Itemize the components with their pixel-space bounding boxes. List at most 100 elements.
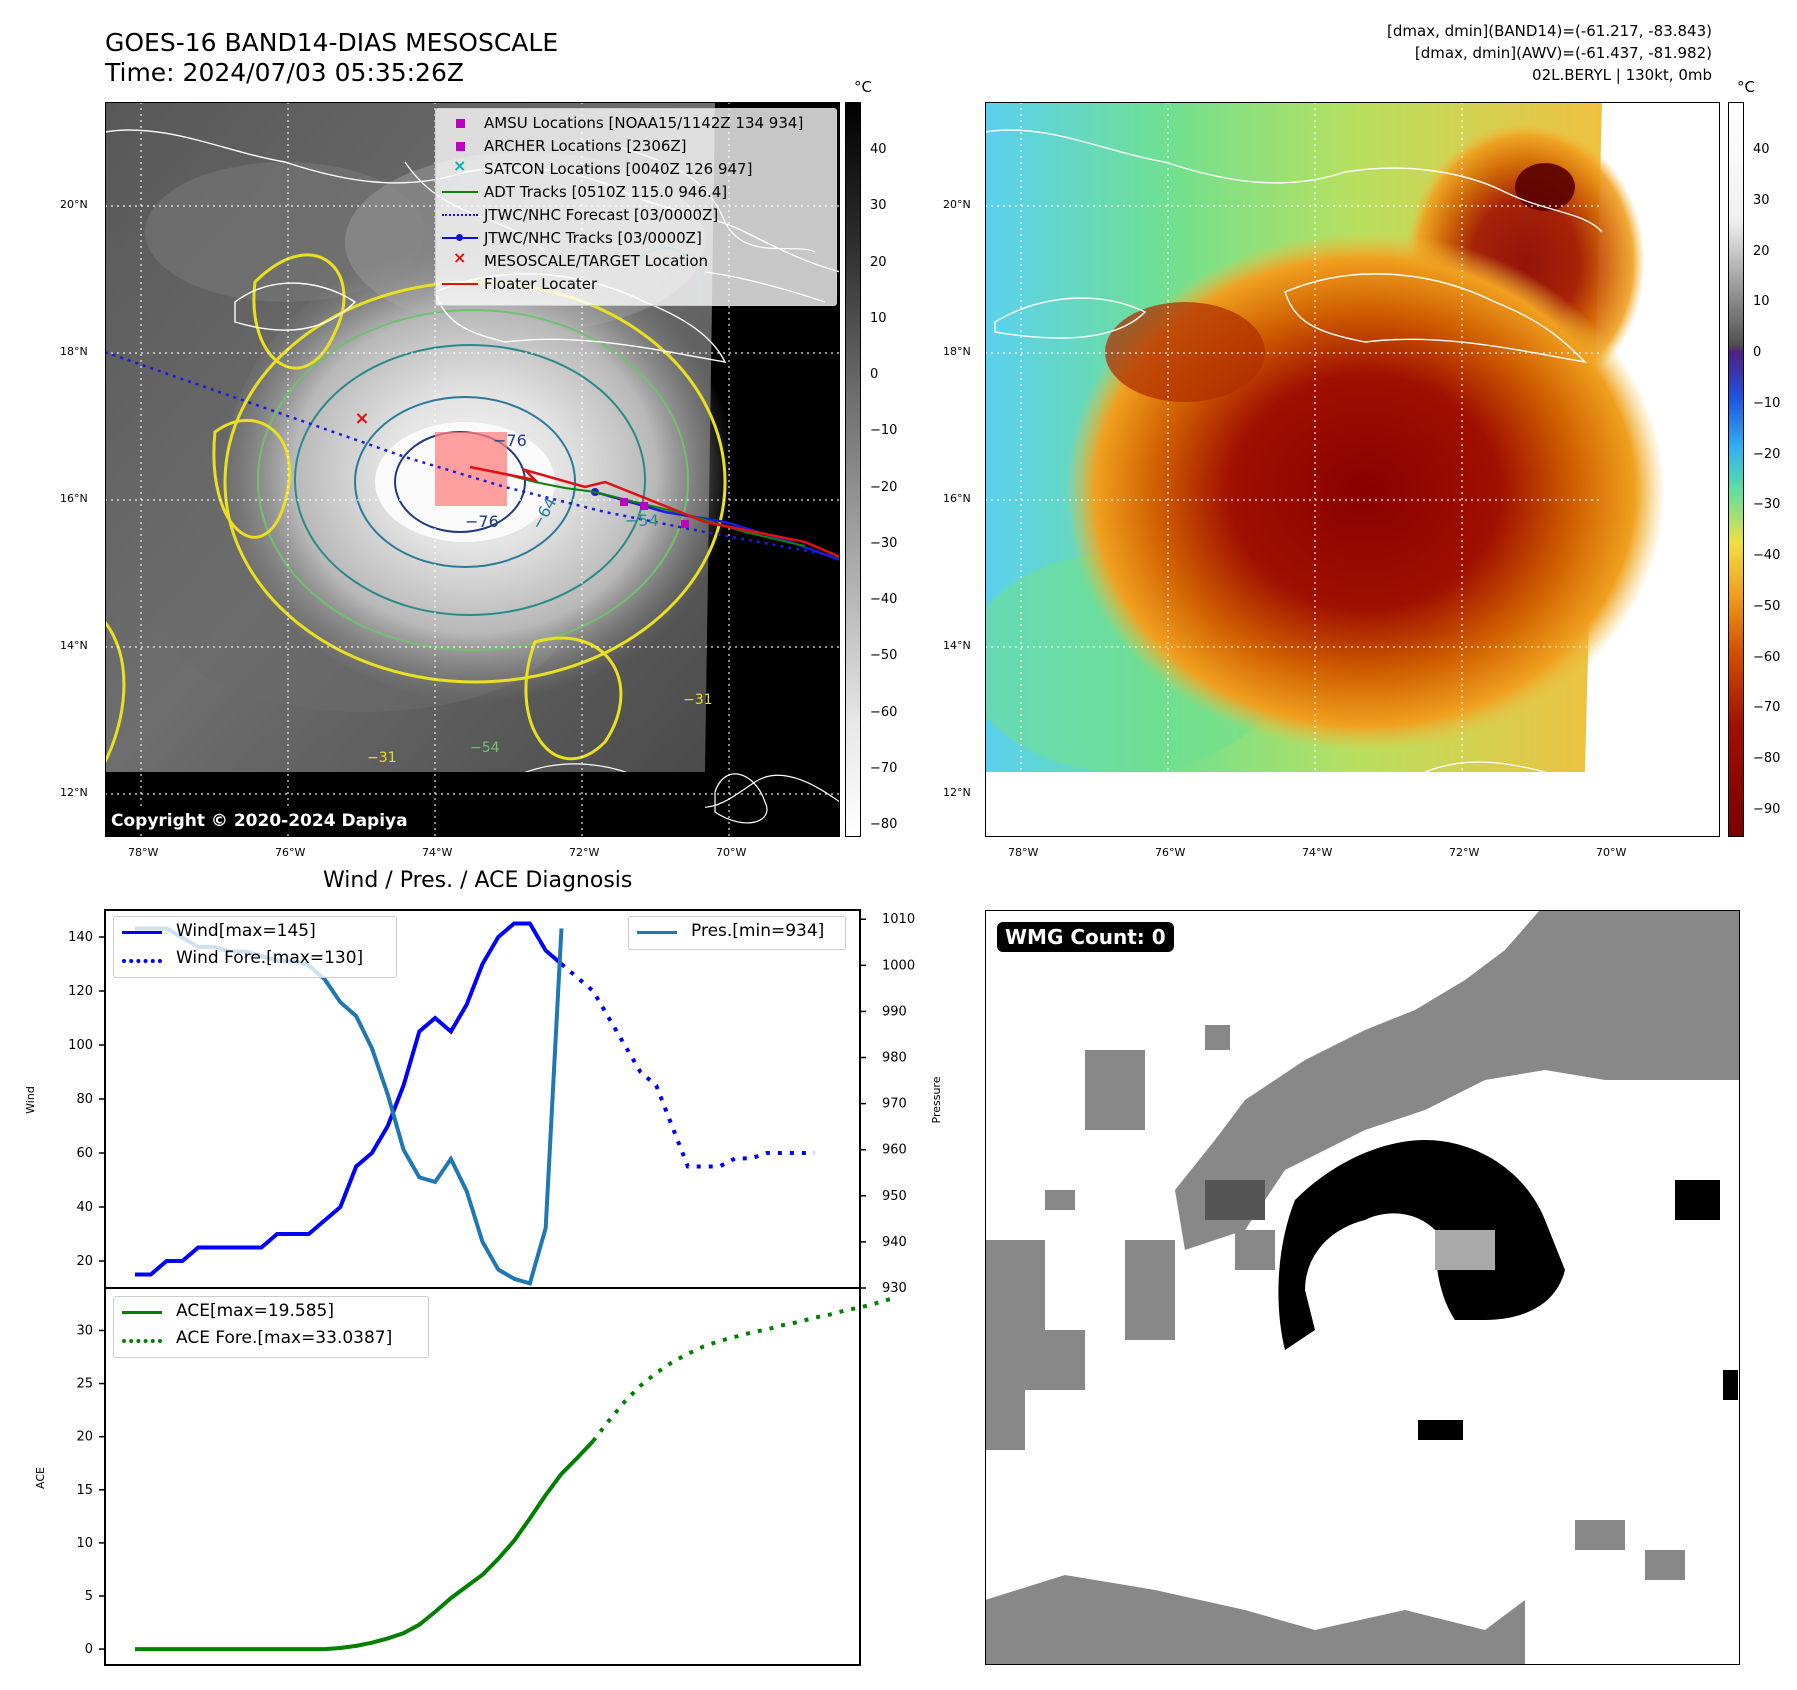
legend-item: MESOSCALE/TARGET Location [484,252,709,270]
pressure-tick-label: 1010 [882,912,915,927]
ace-tick-label: 20 [76,1430,93,1445]
colorbar-tick-label: −30 [1753,497,1781,513]
colorbar-tick-label: −50 [870,648,898,664]
line-marker-icon [637,931,677,934]
lat-label: 20°N [60,198,88,211]
series-line-Wind Fore.[max=130] [560,962,815,1169]
contour-label: −54 [625,511,659,530]
colorbar-tick-label: −60 [870,704,898,720]
colorbar-tick-label: −70 [1753,700,1781,716]
series-line-Pres.[min=934] [135,926,564,1286]
map-frame [985,102,1720,837]
info-line2: [dmax, dmin](AWV)=(-61.437, -81.982) [1414,44,1712,62]
colorbar-tick-label: −90 [1753,802,1781,817]
pressure-tick-label: 950 [882,1189,907,1204]
wmg-frame [985,910,1740,1665]
colorbar-tick-label: −30 [870,535,898,551]
colorbar-grayscale [845,102,861,837]
pressure-tick-label: 930 [882,1281,907,1296]
line-marker-icon [122,931,162,934]
wind-tick-label: 40 [76,1200,93,1215]
info-line3: 02L.BERYL | 130kt, 0mb [1532,66,1712,84]
contour-label: −76 [493,431,527,450]
contour-label: −76 [465,512,499,531]
x-marker-icon: × [453,156,467,175]
wind-tick-label: 140 [68,930,93,945]
info-line1: [dmax, dmin](BAND14)=(-61.217, -83.843) [1387,22,1712,40]
wind-tick-label: 80 [76,1092,93,1107]
square-marker-icon [456,119,465,128]
wind-tick-label: 60 [76,1146,93,1161]
x-marker-icon: × [453,248,467,267]
ace-legend: ACE[max=19.585] ACE Fore.[max=33.0387] [113,1296,429,1358]
lon-label: 72°W [1449,846,1480,859]
lon-label: 76°W [1155,846,1186,859]
color-map-panel [965,102,1720,837]
colorbar-tick-label: −80 [870,817,898,832]
wind-tick-label: 100 [68,1038,93,1053]
lat-label: 16°N [943,492,971,505]
dotted-line-icon [122,1339,162,1343]
diagnosis-title: Wind / Pres. / ACE Diagnosis [323,868,633,893]
pressure-axis-label: Pressure [930,1076,943,1123]
legend-item: Pres.[min=934] [691,921,825,941]
pressure-tick-label: 970 [882,1097,907,1112]
wind-tick-label: 120 [68,984,93,999]
lon-label: 74°W [422,846,453,859]
legend-item: Wind Fore.[max=130] [176,948,364,968]
colorbar-tick-label: 40 [870,142,887,157]
lat-label: 18°N [943,345,971,358]
contour-label: −54 [470,740,500,756]
lon-label: 78°W [128,846,159,859]
wind-legend: Wind[max=145] Wind Fore.[max=130] [113,916,397,978]
colorbar-tick-label: 30 [1753,192,1770,208]
color-map-image [965,102,1720,837]
colorbar-tick-label: 0 [1753,345,1762,361]
pressure-legend: Pres.[min=934] [628,916,846,950]
colorbar-tick-label: −40 [870,592,898,607]
lon-label: 70°W [716,846,747,859]
lon-label: 76°W [275,846,306,859]
pressure-tick-label: 990 [882,1004,907,1019]
colorbar-tick-label: 40 [1753,142,1770,157]
pressure-tick-label: 980 [882,1051,907,1066]
legend-item: SATCON Locations [0040Z 126 947] [484,160,753,178]
map-legend: AMSU Locations [NOAA15/1142Z 134 934] AR… [435,108,837,306]
colorbar-tick-label: −10 [870,423,898,439]
legend-item: ADT Tracks [0510Z 115.0 946.4] [484,183,728,201]
lat-label: 20°N [943,198,971,211]
colorbar-tick-label: −50 [1753,598,1781,614]
colorbar-tick-label: 0 [870,367,879,382]
wind-tick-label: 20 [76,1254,93,1269]
ace-tick-label: 30 [76,1323,93,1338]
chart-title-line1: GOES-16 BAND14-DIAS MESOSCALE [105,28,559,57]
svg-text:×: × [354,408,369,429]
series-line-Wind[max=145] [135,921,563,1277]
dot-marker-icon [456,234,463,241]
ace-tick-label: 0 [85,1642,93,1657]
ir-map-panel: × −76 −76 −64 −54 −31 −54 −31 AMSU Locat… [103,102,841,837]
map-frame [105,102,840,837]
lat-label: 12°N [60,786,88,799]
legend-item: JTWC/NHC Tracks [03/0000Z] [484,229,702,247]
wmg-panel: WMG Count: 0 [985,910,1740,1665]
lat-label: 12°N [943,786,971,799]
legend-item: ACE Fore.[max=33.0387] [176,1328,393,1348]
colorbar-tick-label: −60 [1753,649,1781,665]
contour-label: −31 [683,692,713,708]
colorbar-color [1728,102,1744,837]
colorbar-tick-label: 20 [870,254,887,270]
wmg-count-badge: WMG Count: 0 [997,922,1174,952]
lon-label: 70°W [1596,846,1627,859]
line-marker-icon [442,191,478,193]
pressure-tick-label: 960 [882,1143,907,1158]
series-line-ACE[max=19.585] [135,1439,595,1652]
colorbar-tick-label: −20 [1753,446,1781,462]
line-marker-icon [442,283,478,285]
wind-axis-label: Wind [24,1086,37,1114]
ace-tick-label: 5 [85,1589,93,1604]
legend-item: ACE[max=19.585] [176,1301,334,1321]
colorbar-tick-label: −10 [1753,395,1781,411]
line-marker-icon [122,1311,162,1314]
colorbar-tick-label: 10 [870,310,887,326]
